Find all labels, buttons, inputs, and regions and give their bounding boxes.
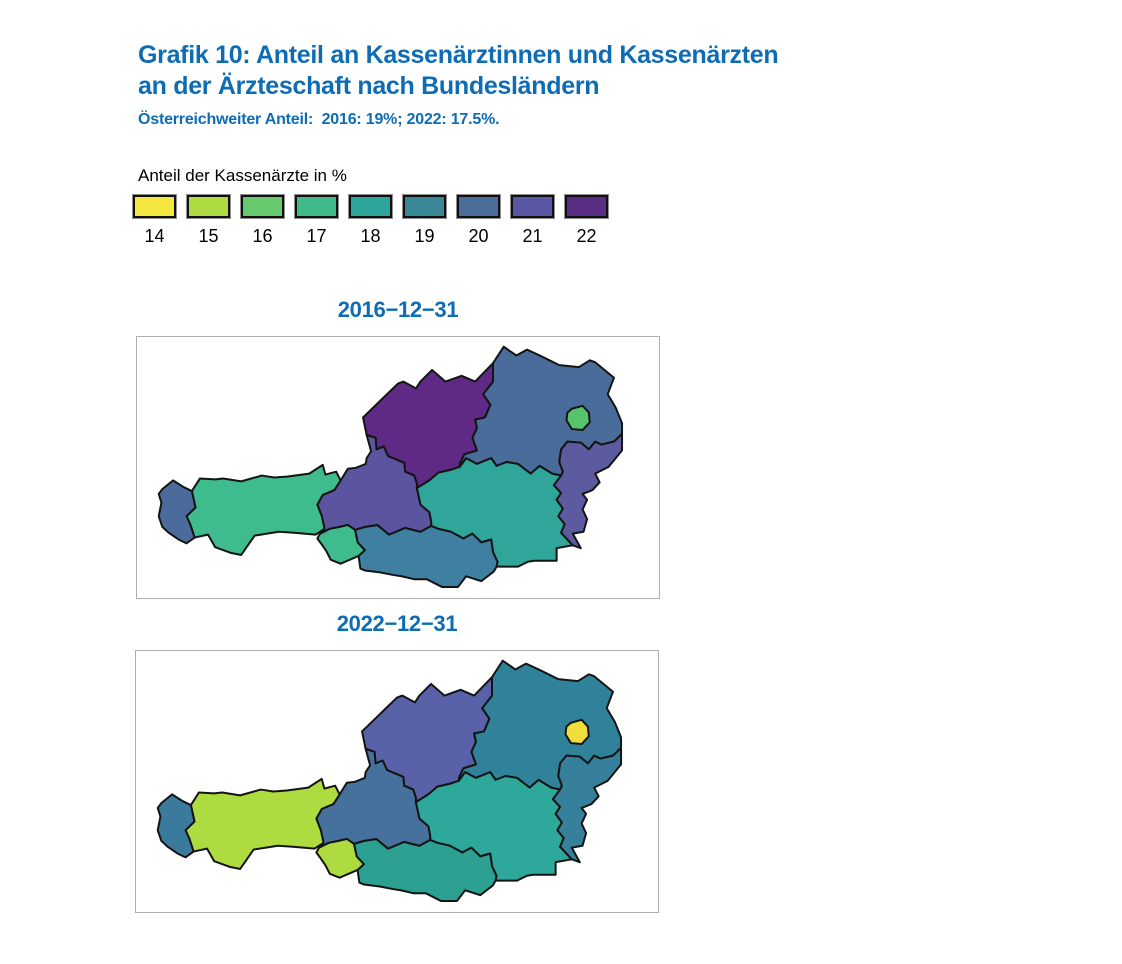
region-burgenland — [553, 748, 621, 862]
legend-swatch-18 — [349, 195, 392, 218]
region-osttirol — [317, 525, 364, 564]
region-burgenland — [554, 434, 622, 548]
legend-value-16: 16 — [252, 226, 273, 246]
region-wien — [566, 406, 589, 430]
legend-swatch-19 — [403, 195, 446, 218]
legend-swatch-16 — [241, 195, 284, 218]
legend-swatch-21 — [511, 195, 554, 218]
color-legend: Anteil der Kassenärzte in % 14 15 16 17 18 19… — [133, 166, 619, 247]
region-vorarlberg — [159, 480, 196, 543]
legend-swatch-15 — [187, 195, 230, 218]
legend-value-21: 21 — [522, 226, 543, 246]
legend-entry-14: 14 — [133, 195, 176, 247]
legend-label: Anteil der Kassenärzte in % — [138, 166, 347, 185]
figure-title: Grafik 10: Anteil an Kassenärztinnen und… — [138, 40, 779, 102]
figure-title-line1: Grafik 10: Anteil an Kassenärztinnen und… — [138, 41, 779, 69]
austria-map-2016 — [137, 337, 659, 598]
legend-entry-20: 20 — [457, 195, 500, 247]
map-panel-2016 — [136, 336, 660, 599]
legend-entry-16: 16 — [241, 195, 284, 247]
figure-subtitle: Österreichweiter Anteil: 2016: 19%; 2022… — [138, 111, 500, 128]
region-vorarlberg — [158, 794, 195, 857]
region-tirol — [187, 465, 341, 555]
region-wien — [565, 720, 588, 744]
austria-map-2022 — [136, 651, 658, 912]
legend-swatch-17 — [295, 195, 338, 218]
legend-entry-15: 15 — [187, 195, 230, 247]
legend-entry-21: 21 — [511, 195, 554, 247]
legend-swatch-row: 14 15 16 17 18 19 20 21 22 — [133, 195, 619, 247]
region-osttirol — [316, 839, 363, 878]
map-title-2016: 2016−12−31 — [337, 297, 459, 322]
legend-value-18: 18 — [360, 226, 381, 246]
legend-swatch-14 — [133, 195, 176, 218]
legend-value-17: 17 — [306, 226, 327, 246]
legend-entry-22: 22 — [565, 195, 608, 247]
region-tirol — [186, 779, 340, 869]
legend-entry-19: 19 — [403, 195, 446, 247]
legend-swatch-22 — [565, 195, 608, 218]
map-title-2022: 2022−12−31 — [336, 611, 458, 636]
figure-title-line2: an der Ärzteschaft nach Bundesländern — [138, 72, 600, 100]
legend-entry-17: 17 — [295, 195, 338, 247]
legend-entry-18: 18 — [349, 195, 392, 247]
figure-header: Grafik 10: Anteil an Kassenärztinnen und… — [138, 40, 779, 129]
legend-value-15: 15 — [198, 226, 219, 246]
legend-value-14: 14 — [144, 226, 165, 246]
map-panel-2022 — [135, 650, 659, 913]
legend-swatch-20 — [457, 195, 500, 218]
legend-value-19: 19 — [414, 226, 435, 246]
legend-value-22: 22 — [576, 226, 597, 246]
legend-value-20: 20 — [468, 226, 489, 246]
